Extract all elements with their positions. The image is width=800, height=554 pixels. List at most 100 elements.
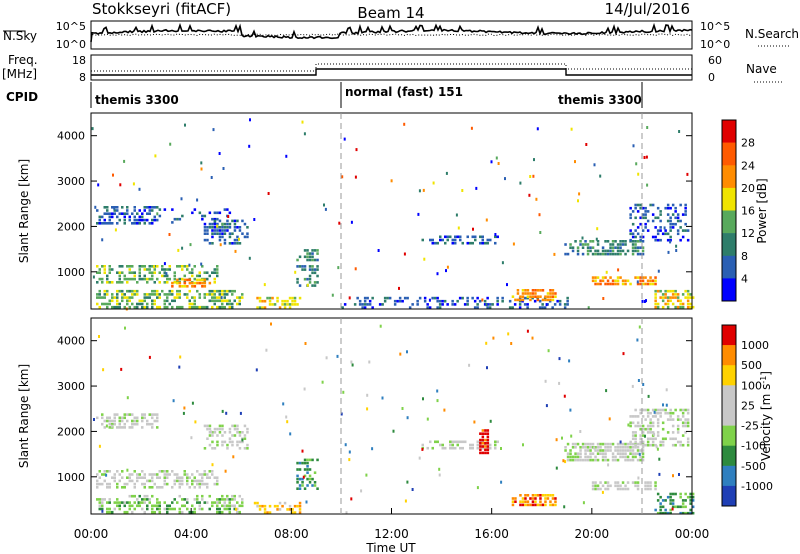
colorbar-swatch: [722, 405, 736, 426]
data-cell: [631, 243, 635, 246]
data-cell: [644, 276, 647, 279]
data-cell: [691, 305, 695, 309]
colorbar-swatch: [722, 142, 736, 166]
data-cell: [296, 258, 299, 262]
data-cell: [659, 505, 662, 509]
data-cell: [569, 243, 572, 246]
data-cell: [201, 498, 204, 501]
data-cell: [536, 503, 540, 507]
data-cell: [426, 446, 429, 450]
data-cell-sparse: [422, 397, 424, 401]
data-cell: [203, 278, 207, 282]
data-cell: [654, 508, 657, 512]
data-cell: [306, 255, 309, 259]
data-cell: [223, 504, 226, 508]
data-cell: [268, 504, 272, 508]
data-cell: [579, 240, 582, 243]
data-cell: [223, 289, 226, 293]
data-cell: [111, 422, 114, 426]
data-cell: [671, 437, 675, 441]
data-cell: [659, 289, 662, 293]
data-cell: [281, 299, 284, 303]
data-cell: [213, 302, 216, 306]
data-cell: [223, 238, 227, 242]
x-tick-label: 16:00: [474, 527, 509, 541]
data-cell: [589, 246, 592, 249]
data-cell: [178, 494, 181, 498]
data-cell: [136, 479, 139, 483]
data-cell: [98, 222, 101, 225]
data-cell-sparse: [645, 155, 648, 159]
data-cell: [203, 447, 207, 450]
data-cell: [133, 215, 136, 219]
data-cell: [293, 511, 297, 514]
data-cell: [211, 473, 214, 476]
data-cell: [594, 249, 597, 253]
data-cell: [594, 484, 597, 488]
data-cell: [486, 306, 489, 309]
data-cell: [569, 455, 572, 459]
data-cell: [441, 446, 444, 450]
data-cell: [451, 443, 454, 447]
data-cell: [571, 446, 575, 449]
data-cell: [641, 427, 645, 431]
data-cell: [226, 498, 229, 501]
data-cell: [549, 494, 552, 497]
data-cell: [601, 249, 605, 253]
data-cell: [156, 206, 159, 209]
data-cell: [113, 473, 116, 476]
data-cell-sparse: [381, 396, 384, 400]
data-cell: [684, 408, 687, 412]
data-cell: [631, 249, 635, 253]
data-cell-sparse: [398, 286, 400, 290]
data-cell: [228, 427, 232, 431]
data-cell: [634, 216, 637, 220]
data-cell: [571, 246, 575, 249]
data-cell: [296, 477, 299, 481]
data-cell-sparse: [302, 475, 305, 479]
data-cell: [631, 222, 635, 226]
data-cell-sparse: [481, 298, 484, 302]
data-cell: [151, 289, 154, 293]
data-cell: [456, 443, 459, 447]
data-cell: [196, 305, 199, 309]
data-cell: [241, 232, 244, 235]
data-cell: [133, 422, 136, 426]
data-cell: [686, 305, 690, 309]
data-cell: [636, 240, 640, 243]
data-cell-sparse: [593, 163, 596, 167]
data-cell: [313, 284, 317, 287]
data-cell: [641, 279, 645, 283]
data-cell-sparse: [643, 156, 646, 159]
data-cell: [539, 497, 542, 500]
data-cell: [629, 446, 632, 449]
data-cell: [283, 306, 287, 309]
data-cell: [611, 246, 615, 249]
data-cell: [276, 504, 279, 508]
data-cell: [639, 458, 642, 462]
data-cell: [308, 252, 312, 255]
data-cell: [436, 296, 439, 300]
data-cell: [644, 282, 647, 286]
data-cell: [639, 282, 642, 286]
data-cell: [526, 500, 530, 503]
data-cell: [311, 484, 314, 487]
data-cell: [96, 302, 99, 306]
data-cell: [574, 452, 577, 455]
data-cell: [148, 293, 151, 296]
data-cell: [118, 507, 121, 511]
data-cell-sparse: [545, 303, 548, 307]
data-cell: [243, 437, 247, 440]
data-cell: [241, 219, 244, 223]
data-cell: [173, 277, 176, 281]
data-cell-sparse: [354, 175, 357, 179]
data-cell: [526, 292, 530, 295]
data-cell: [236, 235, 239, 239]
data-cell: [614, 282, 617, 286]
data-cell: [198, 278, 202, 282]
data-cell: [654, 415, 657, 418]
data-cell: [601, 458, 605, 462]
data-cell: [666, 495, 670, 499]
data-cell: [236, 219, 239, 223]
data-cell: [664, 511, 667, 515]
